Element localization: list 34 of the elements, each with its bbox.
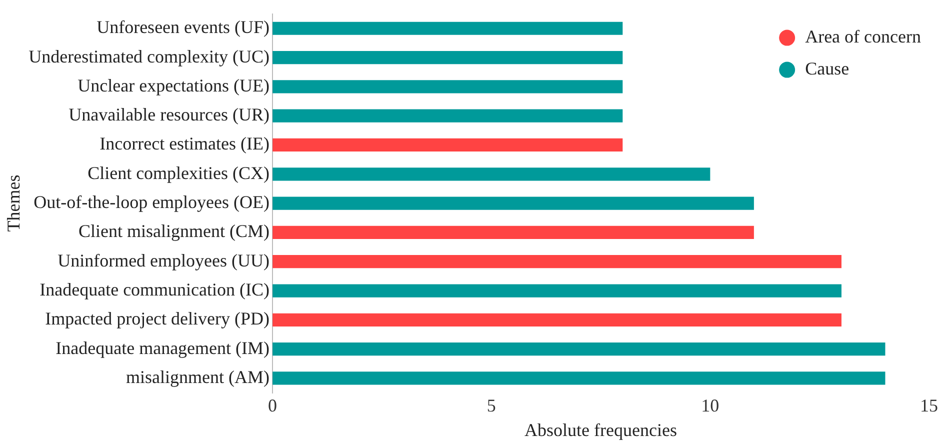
bar <box>272 22 623 35</box>
bar <box>272 342 886 356</box>
bar <box>272 168 710 181</box>
bar <box>272 138 623 152</box>
bar <box>272 255 842 268</box>
legend-label: Cause <box>805 58 850 79</box>
bar <box>272 284 842 298</box>
y-tick-label: Inadequate management (IM) <box>56 338 270 358</box>
y-tick-label: Incorrect estimates (IE) <box>100 134 270 154</box>
y-tick-label: Inadequate communication (IC) <box>40 279 270 300</box>
x-tick-label: 10 <box>701 395 720 416</box>
y-tick-label: Unforeseen events (UF) <box>96 17 270 38</box>
y-tick-label: Uninformed employees (UU) <box>58 250 270 270</box>
y-tick-label: Impacted project delivery (PD) <box>45 308 270 329</box>
bar <box>272 313 842 326</box>
y-tick-label: Client misalignment (CM) <box>78 221 270 242</box>
y-tick-label: Out-of-the-loop employees (OE) <box>34 192 270 212</box>
y-tick-label: misalignment (AM) <box>126 366 270 387</box>
y-tick-label: Unclear expectations (UE) <box>78 75 270 96</box>
x-axis-title: Absolute frequencies <box>524 420 677 440</box>
x-tick-label: 5 <box>486 395 496 416</box>
legend-label: Area of concern <box>805 26 922 47</box>
bar <box>272 50 623 64</box>
bar <box>272 109 623 122</box>
x-tick-label: 15 <box>920 395 938 416</box>
bar <box>272 226 754 240</box>
bar <box>272 80 623 94</box>
bar <box>272 196 754 210</box>
y-tick-label: Unavailable resources (UR) <box>68 104 270 125</box>
y-axis-title: Themes <box>4 174 24 232</box>
y-tick-label: Client complexities (CX) <box>88 162 270 183</box>
x-tick-label: 0 <box>268 395 278 416</box>
y-tick-label: Underestimated complexity (UC) <box>28 46 270 66</box>
bar <box>272 372 886 385</box>
